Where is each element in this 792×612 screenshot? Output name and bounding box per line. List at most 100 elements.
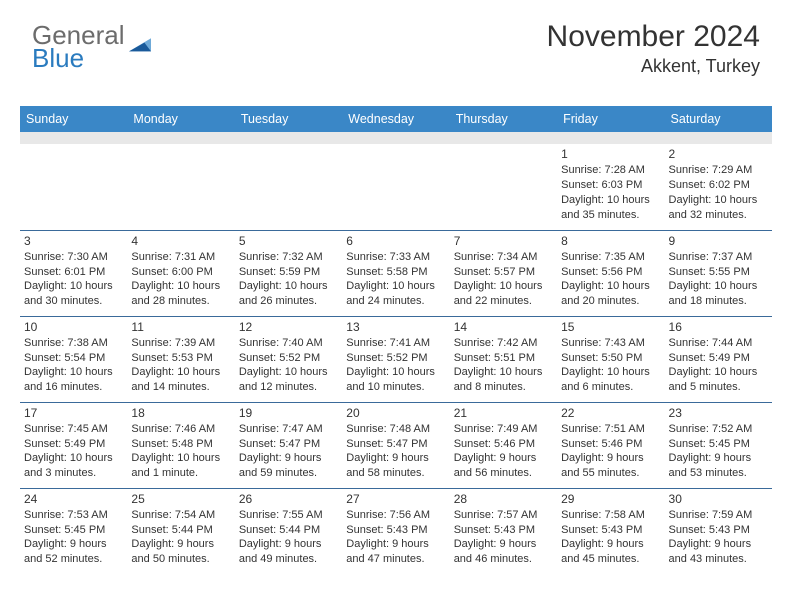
logo-word2: Blue: [32, 43, 84, 73]
calendar-body: 1Sunrise: 7:28 AMSunset: 6:03 PMDaylight…: [20, 144, 772, 574]
calendar-cell: [450, 144, 557, 230]
calendar-cell: 12Sunrise: 7:40 AMSunset: 5:52 PMDayligh…: [235, 316, 342, 402]
sunrise-line: Sunrise: 7:37 AM: [669, 250, 768, 265]
logo-triangle-icon: [129, 36, 151, 58]
sunrise-line: Sunrise: 7:39 AM: [131, 336, 230, 351]
day-number: 27: [346, 491, 445, 507]
sunrise-line: Sunrise: 7:43 AM: [561, 336, 660, 351]
daylight-line: Daylight: 10 hours and 16 minutes.: [24, 365, 123, 395]
day-number: 22: [561, 405, 660, 421]
day-number: 20: [346, 405, 445, 421]
day-number: 25: [131, 491, 230, 507]
sunrise-line: Sunrise: 7:58 AM: [561, 508, 660, 523]
calendar-cell: 26Sunrise: 7:55 AMSunset: 5:44 PMDayligh…: [235, 488, 342, 574]
sunset-line: Sunset: 5:51 PM: [454, 351, 553, 366]
sunset-line: Sunset: 5:52 PM: [239, 351, 338, 366]
daylight-line: Daylight: 10 hours and 22 minutes.: [454, 279, 553, 309]
weekday-mon: Monday: [127, 106, 234, 132]
sunrise-line: Sunrise: 7:57 AM: [454, 508, 553, 523]
sunset-line: Sunset: 5:49 PM: [24, 437, 123, 452]
daylight-line: Daylight: 9 hours and 46 minutes.: [454, 537, 553, 567]
calendar-cell: 28Sunrise: 7:57 AMSunset: 5:43 PMDayligh…: [450, 488, 557, 574]
sunset-line: Sunset: 5:43 PM: [454, 523, 553, 538]
daylight-line: Daylight: 10 hours and 1 minute.: [131, 451, 230, 481]
day-number: 14: [454, 319, 553, 335]
day-number: 6: [346, 233, 445, 249]
sunset-line: Sunset: 6:01 PM: [24, 265, 123, 280]
daylight-line: Daylight: 10 hours and 35 minutes.: [561, 193, 660, 223]
sunrise-line: Sunrise: 7:44 AM: [669, 336, 768, 351]
day-number: 5: [239, 233, 338, 249]
sunrise-line: Sunrise: 7:29 AM: [669, 163, 768, 178]
day-number: 30: [669, 491, 768, 507]
blank-row: [20, 132, 772, 144]
sunrise-line: Sunrise: 7:59 AM: [669, 508, 768, 523]
daylight-line: Daylight: 9 hours and 59 minutes.: [239, 451, 338, 481]
sunrise-line: Sunrise: 7:28 AM: [561, 163, 660, 178]
daylight-line: Daylight: 10 hours and 30 minutes.: [24, 279, 123, 309]
sunset-line: Sunset: 5:45 PM: [669, 437, 768, 452]
sunrise-line: Sunrise: 7:51 AM: [561, 422, 660, 437]
sunrise-line: Sunrise: 7:35 AM: [561, 250, 660, 265]
calendar-cell: 1Sunrise: 7:28 AMSunset: 6:03 PMDaylight…: [557, 144, 664, 230]
day-number: 19: [239, 405, 338, 421]
calendar-cell: 19Sunrise: 7:47 AMSunset: 5:47 PMDayligh…: [235, 402, 342, 488]
calendar-cell: 20Sunrise: 7:48 AMSunset: 5:47 PMDayligh…: [342, 402, 449, 488]
sunset-line: Sunset: 5:47 PM: [346, 437, 445, 452]
weekday-thu: Thursday: [450, 106, 557, 132]
sunrise-line: Sunrise: 7:42 AM: [454, 336, 553, 351]
daylight-line: Daylight: 10 hours and 5 minutes.: [669, 365, 768, 395]
daylight-line: Daylight: 10 hours and 14 minutes.: [131, 365, 230, 395]
daylight-line: Daylight: 9 hours and 45 minutes.: [561, 537, 660, 567]
sunset-line: Sunset: 5:55 PM: [669, 265, 768, 280]
calendar-row: 10Sunrise: 7:38 AMSunset: 5:54 PMDayligh…: [20, 316, 772, 402]
day-number: 18: [131, 405, 230, 421]
calendar-cell: [20, 144, 127, 230]
day-number: 24: [24, 491, 123, 507]
sunrise-line: Sunrise: 7:56 AM: [346, 508, 445, 523]
calendar-cell: [235, 144, 342, 230]
daylight-line: Daylight: 9 hours and 58 minutes.: [346, 451, 445, 481]
calendar-cell: 30Sunrise: 7:59 AMSunset: 5:43 PMDayligh…: [665, 488, 772, 574]
sunset-line: Sunset: 5:46 PM: [454, 437, 553, 452]
sunset-line: Sunset: 5:54 PM: [24, 351, 123, 366]
daylight-line: Daylight: 10 hours and 12 minutes.: [239, 365, 338, 395]
header: November 2024 Akkent, Turkey: [547, 20, 760, 77]
calendar-cell: 29Sunrise: 7:58 AMSunset: 5:43 PMDayligh…: [557, 488, 664, 574]
month-title: November 2024: [547, 20, 760, 54]
sunrise-line: Sunrise: 7:41 AM: [346, 336, 445, 351]
sunrise-line: Sunrise: 7:32 AM: [239, 250, 338, 265]
calendar-cell: 27Sunrise: 7:56 AMSunset: 5:43 PMDayligh…: [342, 488, 449, 574]
calendar-cell: 11Sunrise: 7:39 AMSunset: 5:53 PMDayligh…: [127, 316, 234, 402]
sunset-line: Sunset: 5:57 PM: [454, 265, 553, 280]
calendar-row: 3Sunrise: 7:30 AMSunset: 6:01 PMDaylight…: [20, 230, 772, 316]
calendar-cell: 17Sunrise: 7:45 AMSunset: 5:49 PMDayligh…: [20, 402, 127, 488]
sunset-line: Sunset: 5:43 PM: [669, 523, 768, 538]
sunrise-line: Sunrise: 7:30 AM: [24, 250, 123, 265]
day-number: 9: [669, 233, 768, 249]
calendar-cell: 10Sunrise: 7:38 AMSunset: 5:54 PMDayligh…: [20, 316, 127, 402]
sunrise-line: Sunrise: 7:47 AM: [239, 422, 338, 437]
sunrise-line: Sunrise: 7:55 AM: [239, 508, 338, 523]
sunrise-line: Sunrise: 7:52 AM: [669, 422, 768, 437]
weekday-sat: Saturday: [665, 106, 772, 132]
calendar-cell: 5Sunrise: 7:32 AMSunset: 5:59 PMDaylight…: [235, 230, 342, 316]
sunrise-line: Sunrise: 7:54 AM: [131, 508, 230, 523]
sunset-line: Sunset: 5:48 PM: [131, 437, 230, 452]
daylight-line: Daylight: 9 hours and 43 minutes.: [669, 537, 768, 567]
daylight-line: Daylight: 9 hours and 53 minutes.: [669, 451, 768, 481]
logo-text: General Blue: [32, 24, 125, 71]
calendar-cell: 3Sunrise: 7:30 AMSunset: 6:01 PMDaylight…: [20, 230, 127, 316]
daylight-line: Daylight: 10 hours and 20 minutes.: [561, 279, 660, 309]
daylight-line: Daylight: 10 hours and 8 minutes.: [454, 365, 553, 395]
day-number: 13: [346, 319, 445, 335]
day-number: 8: [561, 233, 660, 249]
sunset-line: Sunset: 5:56 PM: [561, 265, 660, 280]
calendar-cell: 7Sunrise: 7:34 AMSunset: 5:57 PMDaylight…: [450, 230, 557, 316]
calendar-cell: 23Sunrise: 7:52 AMSunset: 5:45 PMDayligh…: [665, 402, 772, 488]
daylight-line: Daylight: 9 hours and 47 minutes.: [346, 537, 445, 567]
location: Akkent, Turkey: [547, 56, 760, 77]
daylight-line: Daylight: 10 hours and 24 minutes.: [346, 279, 445, 309]
day-number: 23: [669, 405, 768, 421]
calendar-cell: [342, 144, 449, 230]
